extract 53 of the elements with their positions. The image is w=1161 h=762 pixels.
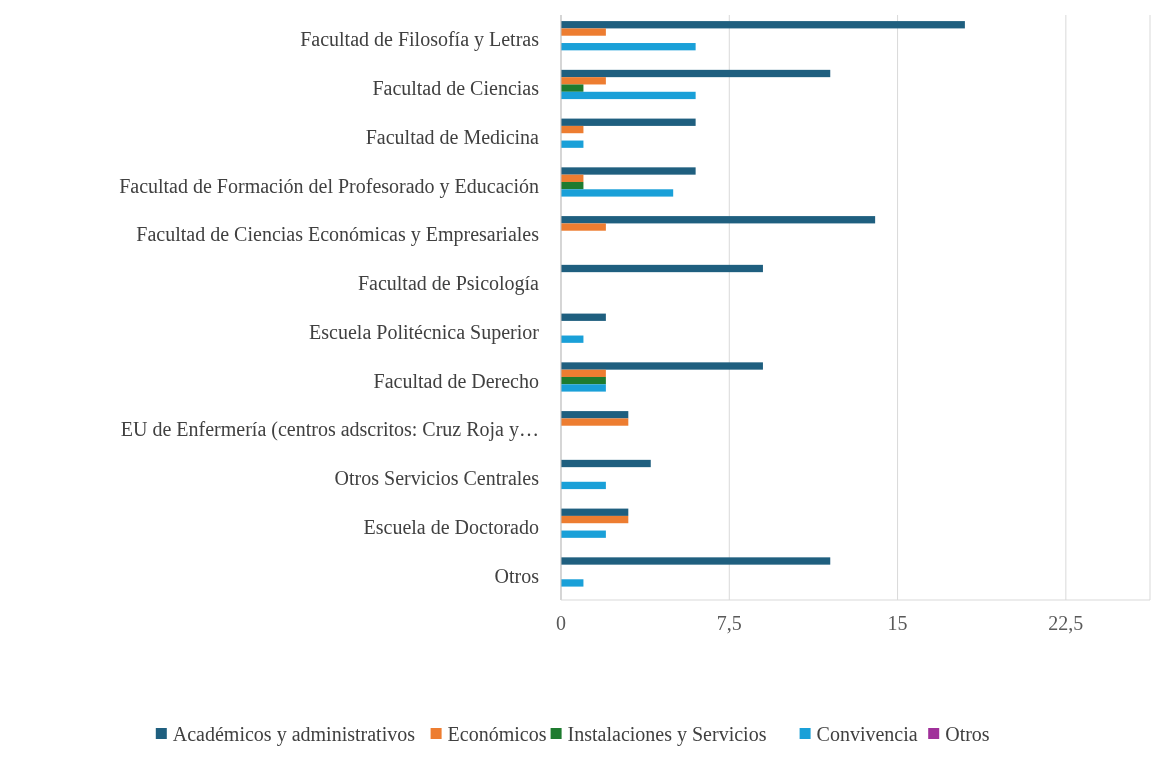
y-tick-label: Facultad de Ciencias Económicas y Empresariales — [136, 223, 540, 247]
bar — [561, 579, 584, 587]
y-tick-label: Facultad de Filosofía y Letras — [300, 28, 540, 52]
y-tick-label: Facultad de Psicología — [357, 272, 540, 296]
bar — [561, 459, 651, 468]
bar — [561, 216, 876, 224]
bar — [561, 362, 763, 370]
y-tick-label: Facultad de Formación del Profesorado y Educación — [119, 174, 539, 198]
bar — [561, 43, 696, 51]
bar — [561, 223, 606, 231]
bar — [561, 557, 831, 565]
legend-label: Económicos — [447, 723, 547, 745]
y-tick-label: Otros Servicios Centrales — [334, 467, 540, 490]
bar — [561, 118, 696, 126]
legend-label: Otros — [945, 723, 990, 745]
bar — [561, 167, 696, 175]
legend-label: Instalaciones y Servicios — [567, 723, 767, 746]
bar — [561, 91, 696, 100]
y-tick-label: Escuela de Doctorado — [363, 515, 539, 538]
bar — [561, 181, 584, 190]
bar — [561, 515, 629, 524]
x-tick-label: 0 — [556, 612, 566, 634]
bar — [561, 508, 629, 516]
bar — [561, 21, 965, 29]
bar — [561, 77, 606, 85]
bar — [561, 174, 584, 182]
bar — [561, 189, 674, 197]
bar — [561, 264, 763, 273]
x-tick-label: 22,5 — [1048, 612, 1084, 634]
bar — [561, 530, 606, 538]
y-tick-label: Facultad de Derecho — [373, 369, 539, 392]
bar — [561, 69, 831, 78]
y-tick-label: Escuela Politécnica Superior — [309, 320, 540, 344]
y-tick-label: EU de Enfermería (centros adscritos: Cruz Roja y… — [120, 418, 539, 442]
legend-label: Académicos y administrativos — [172, 723, 416, 746]
y-tick-label: Otros — [494, 564, 540, 587]
bar — [561, 84, 584, 92]
y-tick-label: Facultad de Ciencias — [372, 77, 540, 100]
bar — [561, 28, 606, 36]
bar — [561, 313, 606, 321]
bar — [561, 376, 606, 385]
bar — [561, 384, 606, 392]
x-tick-label: 7,5 — [716, 612, 742, 634]
bar — [561, 140, 584, 148]
bar — [561, 125, 584, 134]
legend-label: Convivencia — [816, 723, 918, 745]
bar — [561, 481, 606, 490]
bar — [561, 369, 606, 377]
y-tick-label: Facultad de Medicina — [365, 125, 540, 148]
x-tick-label: 15 — [887, 612, 908, 634]
bar — [561, 411, 629, 419]
bar — [561, 335, 584, 343]
bar — [561, 418, 629, 426]
